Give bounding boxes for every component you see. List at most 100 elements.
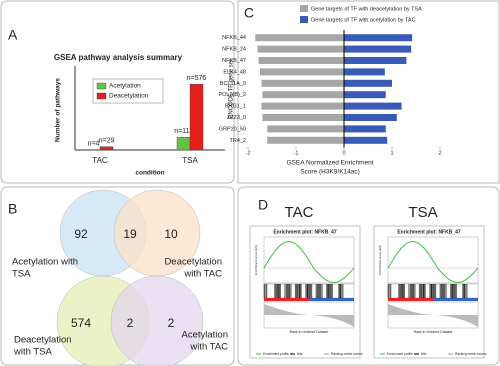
- metric-fill: [388, 304, 478, 327]
- es-ylabel: Enrichment score (ES): [378, 245, 382, 275]
- y-tick-label: BRG1_1: [225, 104, 246, 110]
- metric-fill: [264, 304, 354, 327]
- venn-label: with TSA: [13, 347, 53, 358]
- bar: [267, 125, 344, 133]
- y-tick-label: ZZZ3_0: [227, 115, 246, 121]
- bar: [344, 34, 413, 42]
- y-tick-label: POL2(B)_2: [218, 92, 246, 98]
- value-label: n=29: [99, 138, 115, 145]
- bar: [176, 137, 191, 151]
- panel-letter: B: [8, 201, 17, 217]
- bar: [344, 91, 386, 99]
- condition-title: TSA: [408, 204, 437, 221]
- venn-label: Acetylation with: [12, 257, 78, 268]
- legend-label: Enrichment profile: [387, 352, 413, 356]
- venn-circle: [110, 275, 204, 366]
- legend-label: Gene targets of TF with deacetylation by…: [311, 6, 422, 12]
- x-tick-label: TSA: [182, 156, 198, 165]
- bar: [189, 83, 204, 151]
- y-tick-label: NFKB_44: [222, 35, 246, 41]
- bar: [267, 136, 344, 144]
- venn-count: 19: [123, 227, 137, 241]
- value-label: n=4: [88, 140, 100, 147]
- legend-label: Enrichment profile: [263, 352, 289, 356]
- venn-label: Deacetylation: [14, 335, 72, 346]
- legend-label: Hits: [297, 352, 303, 356]
- legend-swatch: [300, 5, 308, 12]
- panel-letter: C: [244, 5, 254, 21]
- rank-red: [264, 298, 309, 301]
- bar: [261, 102, 344, 110]
- venn-count: 2: [127, 316, 134, 330]
- panel-letter: D: [258, 197, 268, 213]
- es-curve: [263, 241, 355, 283]
- bar: [344, 45, 412, 53]
- chart-layer: GSEA pathway analysis summary Number of p…: [12, 5, 487, 366]
- rank-blue: [433, 298, 478, 301]
- legend-swatch: [96, 82, 107, 90]
- x-tick-label: -1: [294, 150, 299, 156]
- chart-title: GSEA pathway analysis summary: [54, 53, 183, 62]
- value-label: n=576: [187, 75, 207, 82]
- bar: [344, 125, 386, 133]
- bar: [262, 91, 344, 99]
- bar: [344, 114, 397, 121]
- rank-xlabel: Rank in Ordered Dataset: [414, 330, 453, 334]
- bar: [86, 149, 101, 151]
- es-curve: [387, 241, 479, 283]
- bar: [261, 79, 344, 87]
- venn-label: Deacetylation: [164, 257, 222, 268]
- plot-title: Enrichment plot: NFKB_47: [397, 229, 461, 235]
- legend-label: Ranking metric scores: [455, 352, 487, 356]
- panel-letter: A: [8, 27, 18, 43]
- y-tick-label: NFKB_47: [222, 58, 246, 64]
- y-tick-label: TR4_2: [229, 138, 246, 144]
- bar: [262, 114, 344, 121]
- venn-count: 10: [164, 227, 178, 241]
- x-tick-label: TAC: [92, 156, 108, 165]
- legend-swatch: [96, 92, 107, 100]
- x-axis-label: condition: [135, 170, 164, 177]
- rank-red: [388, 298, 433, 301]
- x-axis-label: Score (H3K9/K14ac): [300, 169, 360, 176]
- y-axis-label: Number of pathways: [55, 78, 62, 142]
- plot-title: Enrichment plot: NFKB_47: [273, 229, 337, 235]
- venn-label: with TAC: [189, 342, 228, 353]
- legend-swatch: [300, 16, 308, 23]
- x-tick-label: 0: [342, 150, 345, 156]
- legend-label: Deacetylation: [109, 93, 149, 100]
- venn-label: with TAC: [183, 269, 222, 280]
- y-tick-label: BCL11A_0: [220, 81, 246, 87]
- rank-blue: [309, 298, 354, 301]
- x-axis-label: GSEA Normalized Enrichment: [286, 160, 373, 167]
- venn-count: 574: [71, 316, 91, 330]
- legend-label: Ranking metric scores: [331, 352, 363, 356]
- bar: [344, 79, 392, 87]
- y-axis-label: ENCODE TF gene set: [229, 59, 235, 119]
- bar: [257, 45, 344, 53]
- x-tick-label: 1: [390, 150, 393, 156]
- rank-xlabel: Rank in Ordered Dataset: [290, 330, 329, 334]
- y-tick-label: ELK4_48: [223, 69, 246, 75]
- bar: [260, 68, 344, 76]
- value-label: n=111: [174, 128, 193, 135]
- bar: [344, 68, 385, 76]
- y-tick-label: NFKB_24: [222, 47, 246, 53]
- bar: [99, 146, 114, 151]
- bar: [344, 102, 402, 110]
- venn-label: TSA: [12, 269, 31, 280]
- y-tick-label: GRP20_50: [219, 126, 246, 132]
- legend-label: Hits: [421, 352, 427, 356]
- bar: [344, 136, 388, 144]
- venn-count: 2: [168, 316, 175, 330]
- x-tick-label: -2: [246, 150, 251, 156]
- venn-label: Acetylation: [182, 330, 228, 341]
- legend-label: Gene targets of TF with acetylation by T…: [311, 17, 416, 23]
- venn-count: 92: [74, 227, 88, 241]
- bar: [255, 34, 344, 42]
- es-ylabel: Enrichment score (ES): [254, 245, 258, 275]
- x-tick-label: 2: [438, 150, 441, 156]
- bar: [258, 57, 344, 64]
- legend-label: Acetylation: [109, 83, 141, 90]
